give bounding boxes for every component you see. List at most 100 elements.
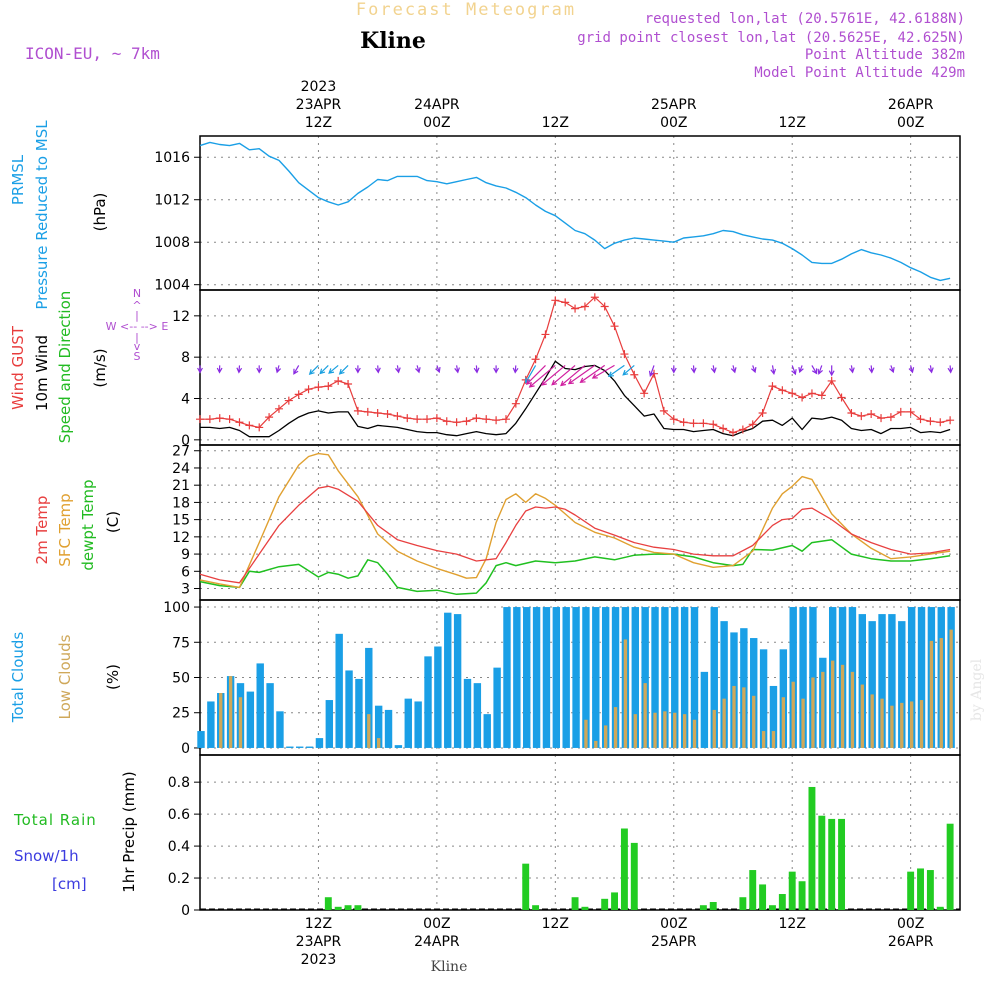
footer-location: Kline — [431, 959, 468, 975]
total-cloud-bar — [394, 745, 403, 748]
rain-bar — [532, 905, 540, 910]
time-tick-label: 12Z — [779, 916, 806, 932]
clouds-unit: (%) — [104, 664, 122, 690]
time-tick-label: 12Z — [779, 115, 806, 131]
total-cloud-bar — [434, 646, 442, 748]
rain-bar — [739, 897, 747, 910]
model-altitude: Model Point Altitude 429m — [754, 65, 965, 81]
wind-arrow — [591, 364, 615, 379]
gust-marker — [274, 404, 283, 413]
temp-ytick-label: 3 — [181, 582, 190, 598]
low-cloud-bar — [219, 693, 223, 748]
signature: by Angel — [969, 658, 985, 721]
wind-label-2: 10m Wind — [33, 335, 51, 411]
wind-arrow — [947, 365, 954, 374]
gust-marker — [462, 417, 471, 426]
total-cloud-bar — [444, 612, 452, 748]
rain-bar — [611, 892, 618, 910]
pressure-frame — [199, 135, 961, 291]
total-cloud-bar — [858, 614, 866, 748]
precip-ytick-label: 0.2 — [168, 871, 190, 887]
precip-frame — [199, 754, 961, 911]
wind-arrow — [308, 364, 319, 375]
wind-arrow — [512, 365, 519, 374]
wind-arrow — [798, 365, 804, 374]
total-cloud-bar — [601, 607, 610, 748]
total-cloud-bar — [286, 746, 294, 748]
total-cloud-bar — [750, 638, 758, 748]
rain-bar — [946, 823, 954, 910]
gust-marker — [314, 383, 323, 392]
gust-marker — [294, 390, 303, 399]
wind-arrow — [560, 364, 586, 387]
wind-arrow — [493, 365, 500, 374]
gust-marker — [196, 415, 204, 424]
rain-label: Total Rain — [13, 811, 97, 829]
wind-ytick-label: 12 — [172, 309, 190, 325]
model-label: ICON-EU, ~ 7km — [25, 44, 160, 63]
total-cloud-bar — [700, 671, 709, 748]
wind-arrow — [579, 364, 606, 384]
gust-marker — [363, 407, 372, 416]
total-cloud-bar — [562, 607, 570, 748]
gust-marker — [571, 304, 580, 313]
bottom-time-axis: 12Z 23APR 2023 00Z 24APR 12Z 00Z 25APR 12Z 00Z 26A… — [296, 916, 934, 968]
gust-marker — [245, 421, 254, 430]
time-tick-label: 00Z — [897, 115, 924, 131]
gust-marker — [324, 382, 333, 391]
time-tick-label: 00Z — [423, 916, 450, 932]
wind-speed-series — [200, 360, 951, 438]
precip-ytick-label: 0.8 — [168, 775, 190, 791]
total-cloud-bar — [424, 656, 432, 748]
total-cloud-bar — [197, 731, 205, 748]
wind-arrow — [551, 364, 576, 386]
low-cloud-bar — [623, 639, 628, 748]
gust-marker — [344, 380, 353, 389]
gust-marker — [452, 418, 461, 427]
total-cloud-bar — [917, 607, 926, 748]
total-cloud-bar — [582, 607, 590, 748]
gust-marker — [709, 420, 718, 429]
low-cloud-bar — [811, 677, 815, 748]
total-cloud-bar — [592, 607, 600, 748]
wind-label-1: Wind GUST — [9, 325, 27, 410]
clouds-ytick-label: 75 — [172, 635, 190, 651]
total-cloud-bar — [690, 607, 699, 748]
wind-arrow — [328, 364, 339, 374]
compass-n: N — [133, 287, 141, 300]
low-cloud-bar — [821, 671, 825, 748]
temp-label-3: dewpt Temp — [79, 479, 97, 570]
gust-marker — [304, 385, 313, 394]
gust-marker — [886, 413, 895, 422]
rain-bar — [917, 868, 924, 910]
gust-marker — [423, 415, 432, 424]
rain-bar — [620, 828, 628, 910]
gust-marker — [778, 386, 787, 395]
gust-marker — [541, 330, 550, 339]
wind-arrow — [395, 365, 401, 374]
wind-arrow — [811, 365, 818, 375]
dewpt-series — [199, 538, 951, 596]
wind-arrow — [473, 365, 480, 374]
gust-marker — [768, 382, 777, 391]
time-tick-label: 24APR — [414, 97, 460, 113]
total-cloud-bar — [483, 714, 491, 748]
gust-marker — [936, 418, 945, 427]
precip-ytick-label: 0.6 — [168, 807, 190, 823]
gust-marker — [669, 415, 678, 424]
clouds-ytick-label: 0 — [181, 741, 190, 757]
total-cloud-bar — [276, 711, 284, 748]
total-cloud-bar — [907, 607, 916, 748]
gust-marker — [659, 406, 668, 415]
wind-arrow — [454, 365, 460, 374]
gust-marker — [817, 391, 826, 400]
temp-ytick-label: 15 — [172, 513, 190, 529]
total-cloud-bar — [404, 698, 412, 748]
low-cloud-bar — [594, 740, 598, 748]
wind-arrow — [236, 365, 243, 374]
low-cloud-bar — [613, 707, 618, 748]
low-cloud-bar — [771, 731, 776, 748]
low-cloud-bar — [831, 660, 835, 748]
total-cloud-bar — [207, 701, 215, 748]
